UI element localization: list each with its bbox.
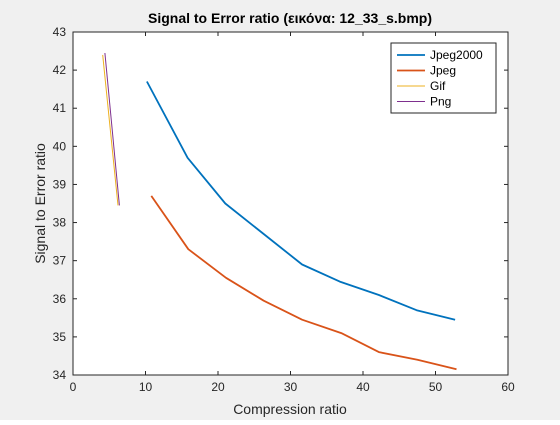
- series-line-jpeg: [150, 195, 457, 371]
- x-tick-label: 50: [429, 380, 443, 394]
- y-tick-label: 42: [53, 63, 67, 77]
- y-axis-label: Signal to Error ratio: [32, 143, 48, 264]
- chart-title: Signal to Error ratio (εικόνα: 12_33_s.b…: [148, 10, 432, 26]
- legend-label: Gif: [430, 79, 446, 93]
- y-tick-label: 38: [53, 216, 67, 230]
- y-tick-label: 35: [53, 330, 67, 344]
- ticks-layer: 0 10 20 30 40 50 60 34 35 36 37 38 39 40 41 42 43: [53, 25, 515, 394]
- x-tick-label: 30: [284, 380, 298, 394]
- y-tick-label: 40: [53, 139, 67, 153]
- series-line-gif: [102, 54, 119, 206]
- x-tick-label: 20: [211, 380, 225, 394]
- x-tick-label: 10: [139, 380, 153, 394]
- y-tick-label: 34: [53, 368, 67, 382]
- x-tick-label: 40: [356, 380, 370, 394]
- y-tick-label: 39: [53, 177, 67, 191]
- legend-label: Jpeg: [430, 64, 456, 78]
- legend-label: Jpeg2000: [430, 48, 483, 62]
- series-layer: [102, 52, 457, 371]
- y-tick-label: 36: [53, 292, 67, 306]
- series-line-png: [104, 52, 120, 206]
- x-tick-label: 0: [70, 380, 77, 394]
- x-axis-label: Compression ratio: [233, 401, 347, 417]
- y-tick-label: 41: [53, 101, 67, 115]
- series-line-jpeg2000: [146, 81, 456, 321]
- y-tick-label: 43: [53, 25, 67, 39]
- y-tick-label: 37: [53, 254, 67, 268]
- legend-label: Png: [430, 95, 451, 109]
- x-tick-label: 60: [501, 380, 515, 394]
